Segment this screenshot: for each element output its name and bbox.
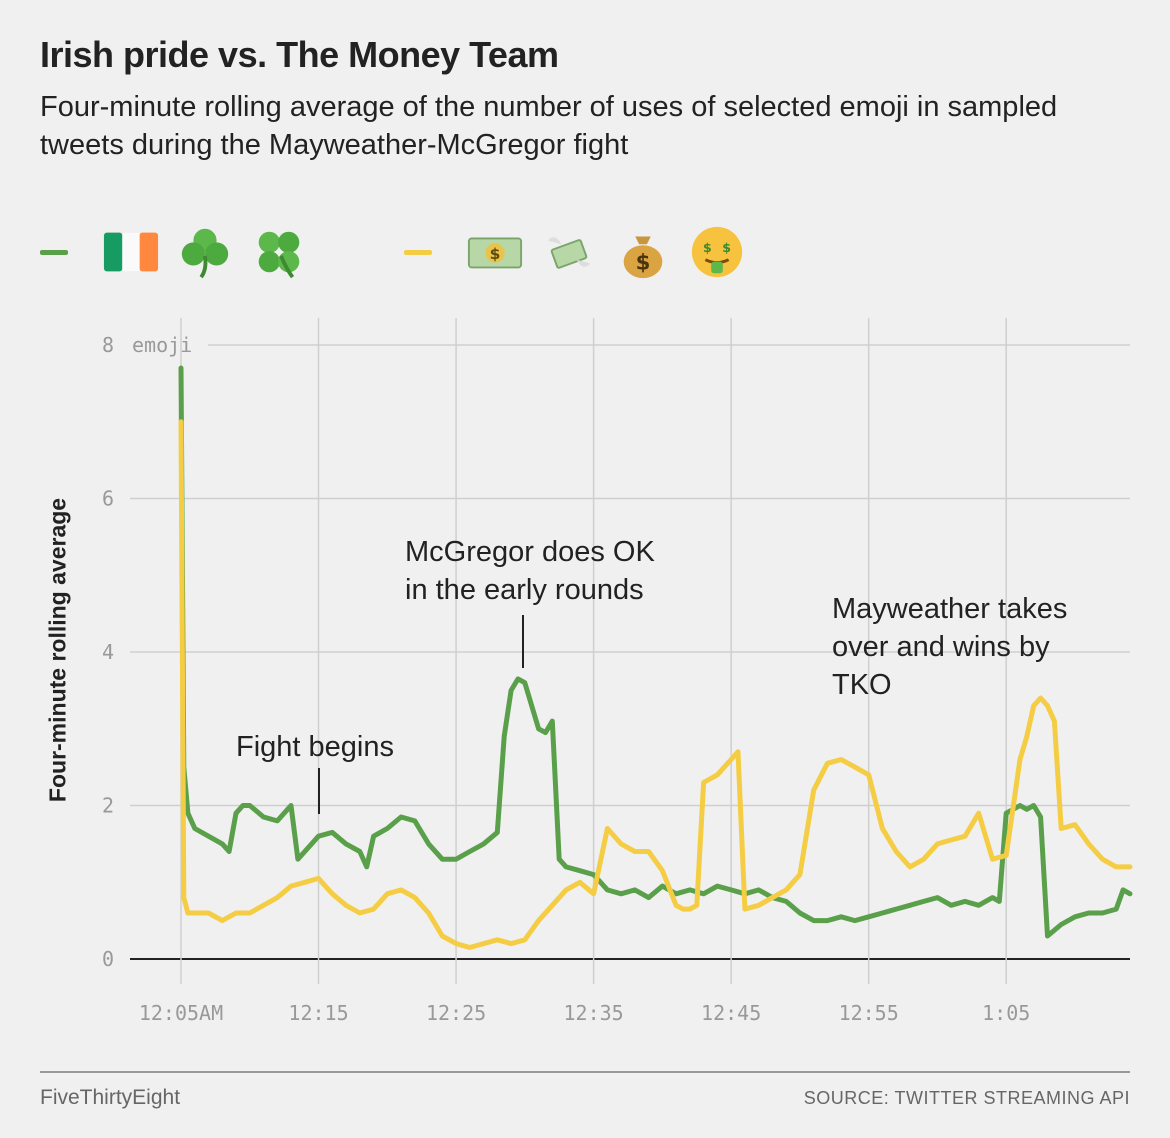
annotation-mayweather-line3: TKO <box>832 669 892 701</box>
series-lines <box>178 365 1133 950</box>
source-note: SOURCE: TWITTER STREAMING API <box>803 1088 1130 1108</box>
legend-irish-swatch <box>40 249 68 255</box>
x-tick-label-5: 12:55 <box>839 1001 899 1025</box>
annotation-mayweather: Mayweather takes over and wins by TKO <box>832 590 1067 704</box>
legend-money: $ $ $ $ <box>404 223 762 281</box>
svg-text:$: $ <box>722 240 731 255</box>
money-with-wings-icon <box>547 237 591 269</box>
svg-text:$: $ <box>490 245 501 263</box>
dollar-banknote-icon: $ <box>467 237 523 269</box>
shamrock-icon <box>181 228 229 279</box>
legend: $ $ $ $ <box>40 222 842 282</box>
y-tick-label-8: 8 <box>102 333 114 357</box>
chart-title: Irish pride vs. The Money Team <box>40 34 559 75</box>
y-tick-label-2: 2 <box>102 794 114 818</box>
y-tick-label-0: 0 <box>102 947 114 971</box>
svg-text:$: $ <box>703 240 712 255</box>
series-line-irish <box>178 365 1133 939</box>
x-tick-label-0: 12:05AM <box>139 1001 223 1025</box>
annotation-mayweather-line2: over and wins by <box>832 631 1050 663</box>
chart-subtitle: Four-minute rolling average of the numbe… <box>40 91 1058 161</box>
legend-money-swatch <box>404 249 432 255</box>
legend-irish <box>40 223 324 281</box>
y-axis-ticks: 0 2 4 6 8 emoji <box>102 333 192 971</box>
x-axis-ticks: 12:05AM 12:15 12:25 12:35 12:45 12:55 1:05 <box>139 1001 1030 1025</box>
brand-name: FiveThirtyEight <box>40 1086 181 1109</box>
footer-divider <box>40 1071 1130 1073</box>
money-bag-icon: $ <box>623 236 663 279</box>
annotation-mcgregor: McGregor does OK in the early rounds <box>405 533 655 609</box>
annotation-leaders <box>318 615 524 814</box>
series-line-money <box>178 419 1133 950</box>
x-tick-label-6: 1:05 <box>982 1001 1030 1025</box>
x-tick-label-3: 12:35 <box>563 1001 623 1025</box>
annotation-fight-begins: Fight begins <box>236 731 394 763</box>
irish-flag-icon <box>103 232 159 272</box>
annotation-mcgregor-line1: McGregor does OK <box>405 536 655 568</box>
x-tick-label-1: 12:15 <box>288 1001 348 1025</box>
money-mouth-face-icon: $ $ <box>691 226 743 278</box>
y-tick-label-6: 6 <box>102 487 114 511</box>
svg-text:$: $ <box>636 250 651 275</box>
annotation-mcgregor-line2: in the early rounds <box>405 574 644 606</box>
x-tick-label-2: 12:25 <box>426 1001 486 1025</box>
grid <box>130 318 1130 984</box>
four-leaf-clover-icon <box>258 231 300 279</box>
y-unit-label: emoji <box>132 333 192 357</box>
y-axis-title: Four-minute rolling average <box>44 497 71 803</box>
y-tick-label-4: 4 <box>102 640 114 664</box>
x-tick-label-4: 12:45 <box>701 1001 761 1025</box>
annotation-mayweather-line1: Mayweather takes <box>832 593 1068 625</box>
